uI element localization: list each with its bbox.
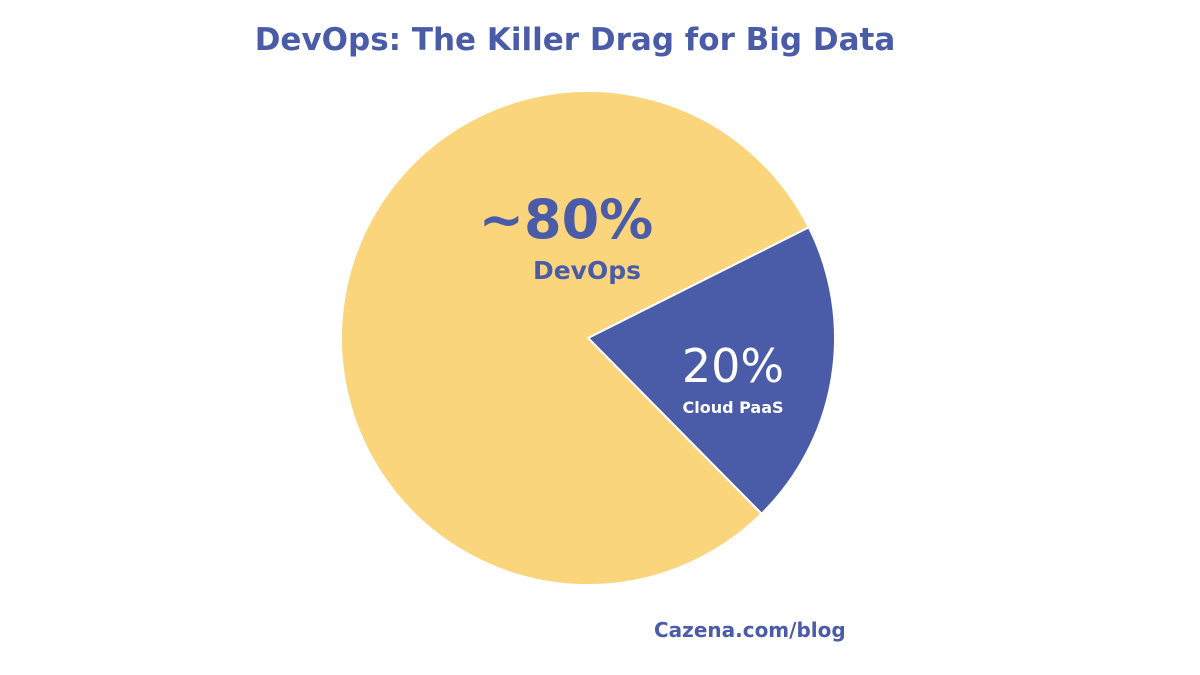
pie-slice-devops <box>340 90 811 586</box>
slice-name-label-cloud-paas: Cloud PaaS <box>682 398 783 417</box>
pie-labels: ~80% DevOps 20% Cloud PaaS <box>479 188 784 417</box>
slice-value-label-cloud-paas: 20% <box>682 339 784 393</box>
source-credit: Cazena.com/blog <box>654 618 846 642</box>
pie-slice-cloud-paas <box>586 225 836 516</box>
slice-value-label-devops: ~80% <box>479 188 654 251</box>
chart-title: DevOps: The Killer Drag for Big Data <box>254 22 896 58</box>
pie-slices <box>340 90 836 586</box>
slice-name-label-devops: DevOps <box>533 256 641 285</box>
